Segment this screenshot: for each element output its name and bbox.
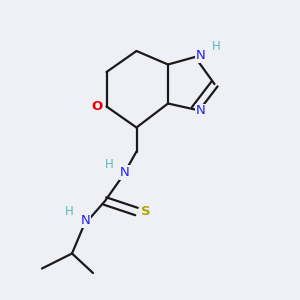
Text: H: H	[105, 158, 114, 171]
Text: O: O	[92, 100, 103, 113]
Text: N: N	[196, 49, 205, 62]
Text: S: S	[141, 205, 150, 218]
Text: H: H	[212, 40, 221, 53]
Text: H: H	[64, 205, 74, 218]
Text: N: N	[196, 104, 205, 118]
Text: N: N	[81, 214, 90, 227]
Text: N: N	[120, 166, 129, 179]
